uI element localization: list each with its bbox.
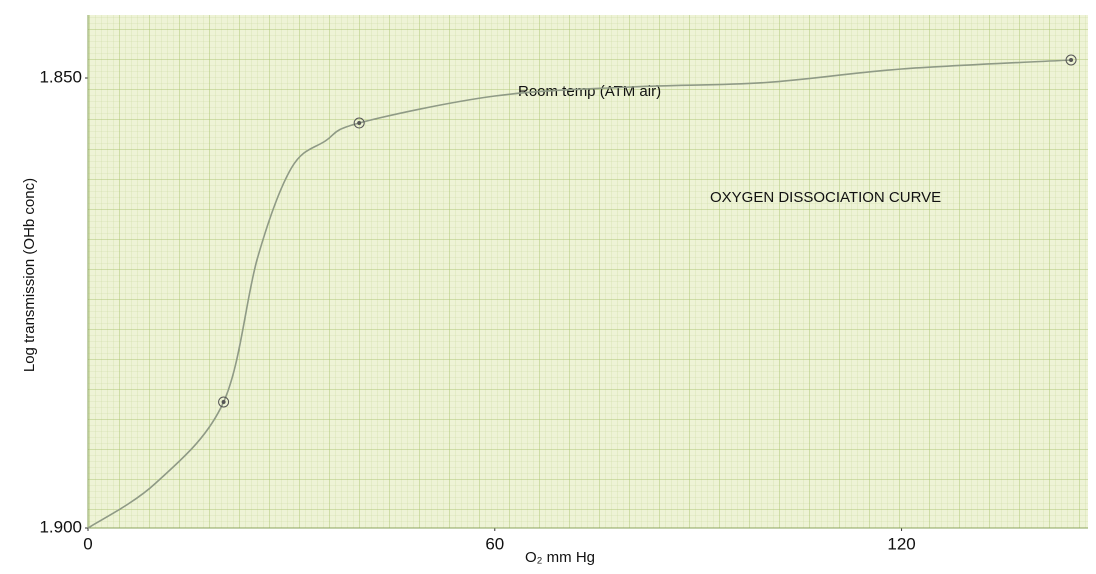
y-axis-label: Log transmission (OHb conc)	[21, 178, 38, 372]
page: Log transmission (OHb conc) O₂ mm Hg Roo…	[0, 0, 1096, 569]
x-tick-label: 0	[83, 534, 92, 553]
chart: Log transmission (OHb conc) O₂ mm Hg Roo…	[0, 0, 1096, 569]
point-dot	[357, 121, 361, 125]
x-tick-label: 60	[485, 534, 504, 553]
point-dot	[222, 400, 226, 404]
y-tick-label: 1.850	[39, 67, 82, 86]
x-tick-label: 120	[887, 534, 915, 553]
point-dot	[1069, 58, 1073, 62]
annotation: OXYGEN DISSOCIATION CURVE	[710, 189, 941, 206]
y-tick-label: 1.900	[39, 517, 82, 536]
x-axis-label: O₂ mm Hg	[525, 549, 595, 566]
